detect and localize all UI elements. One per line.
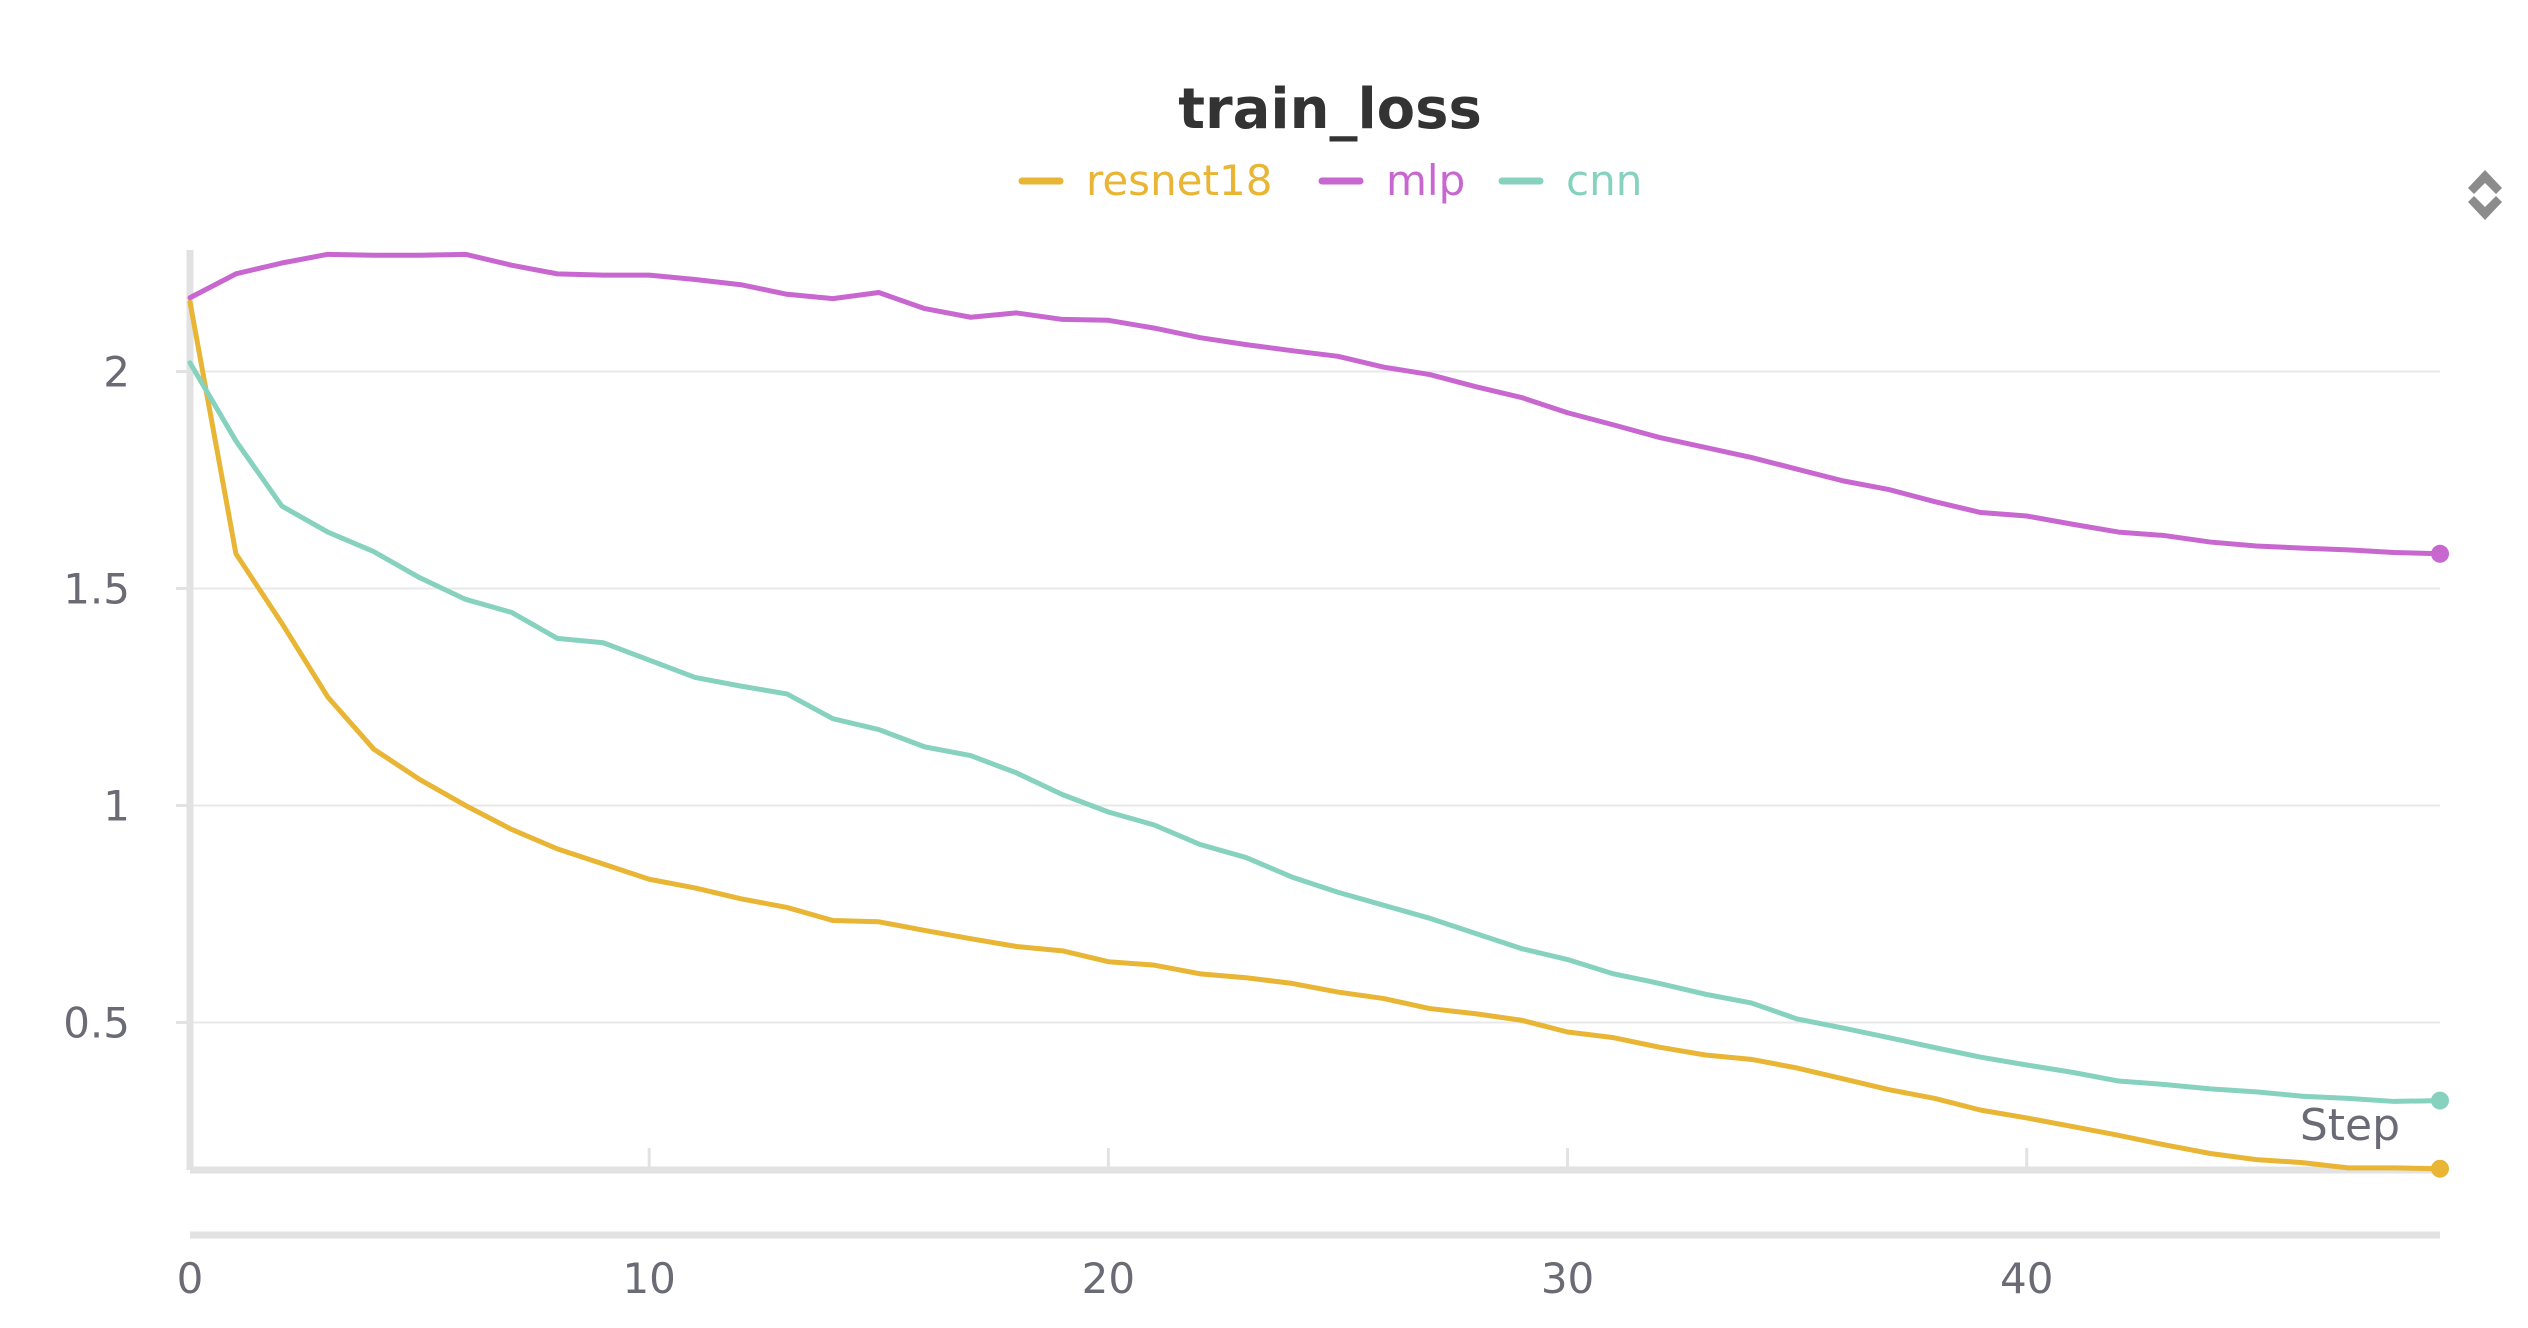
chart-title: train_loss	[1178, 77, 1482, 142]
y-tick-label: 1	[103, 781, 130, 830]
y-tick-label: 2	[103, 348, 130, 397]
series-line-mlp	[187, 251, 2443, 557]
legend: resnet18 mlp cnn	[1018, 156, 1642, 205]
y-tick-label: 0.5	[63, 998, 130, 1047]
axes: 0.511.520 10 20 30 40	[63, 250, 2440, 1303]
x-tick-label: 20	[1082, 1254, 1135, 1303]
legend-item-resnet18[interactable]: resnet18	[1018, 156, 1272, 205]
legend-label: resnet18	[1086, 156, 1272, 205]
legend-item-mlp[interactable]: mlp	[1318, 156, 1465, 205]
x-tick-label: 30	[1541, 1254, 1594, 1303]
y-tick-label: 1.5	[63, 564, 130, 613]
series-line-resnet18	[187, 299, 2443, 1172]
series-endpoint-resnet18	[2431, 1159, 2449, 1178]
series-endpoint-cnn	[2431, 1091, 2449, 1110]
series-endpoints	[2431, 544, 2449, 1178]
legend-item-cnn[interactable]: cnn	[1498, 156, 1642, 205]
x-tick-label: 40	[2000, 1254, 2053, 1303]
legend-label: cnn	[1566, 156, 1642, 205]
up-down-arrows-icon[interactable]	[2455, 165, 2515, 225]
x-tick-label: 10	[622, 1254, 675, 1303]
grid-lines	[190, 370, 2440, 1024]
series-lines	[187, 251, 2443, 1172]
series-endpoint-mlp	[2431, 544, 2449, 563]
x-tick-label: 0	[177, 1254, 204, 1303]
legend-label: mlp	[1386, 156, 1465, 205]
x-axis-title: Step	[2300, 1100, 2400, 1151]
series-line-cnn	[187, 360, 2443, 1104]
